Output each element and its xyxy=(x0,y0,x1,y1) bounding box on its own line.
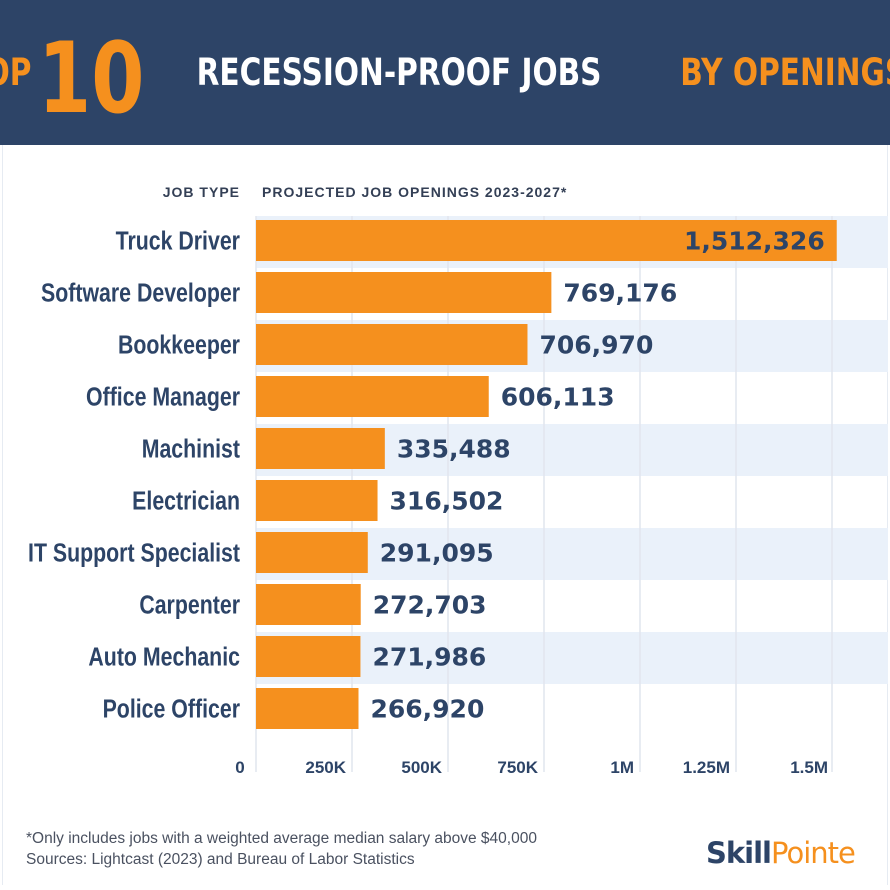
value-label: 266,920 xyxy=(370,695,484,724)
bars: Truck Driver 1,512,326 Software Developer 7… xyxy=(28,220,837,729)
category-label: Bookkeeper xyxy=(118,331,240,361)
x-axis-ticks: 0 250K 500K 750K 1M 1.25M 1.5M xyxy=(235,758,828,777)
value-header: PROJECTED JOB OPENINGS 2023-2027* xyxy=(262,184,567,200)
category-label: Office Manager xyxy=(86,383,240,413)
header-banner xyxy=(0,0,890,145)
value-label: 272,703 xyxy=(373,591,487,620)
category-header: JOB TYPE xyxy=(163,184,240,200)
bar xyxy=(256,324,528,365)
skillpointe-logo: SkillPointe xyxy=(706,836,856,870)
footnote-line-2: Sources: Lightcast (2023) and Bureau of … xyxy=(26,851,415,868)
bar xyxy=(256,428,385,469)
category-label: Police Officer xyxy=(103,695,240,725)
value-label: 335,488 xyxy=(397,435,511,464)
tick-label: 1.25M xyxy=(683,758,730,777)
title-number: 10 xyxy=(38,21,145,136)
category-label: Carpenter xyxy=(139,591,240,621)
tick-label: 1.5M xyxy=(790,758,828,777)
bar xyxy=(256,220,837,261)
row-band xyxy=(256,632,888,684)
bar xyxy=(256,376,489,417)
bar xyxy=(256,532,368,573)
title-part-main: RECESSION-PROOF JOBS xyxy=(196,51,602,94)
value-label: 316,502 xyxy=(390,487,504,516)
page-title: TOP 10 RECESSION-PROOF JOBS BY OPENINGS xyxy=(0,0,890,145)
value-label: 706,970 xyxy=(539,331,653,360)
bar xyxy=(256,584,361,625)
category-label: Auto Mechanic xyxy=(88,643,240,673)
logo-part-2: Pointe xyxy=(771,836,856,870)
tick-label: 0 xyxy=(235,758,244,777)
chart-frame xyxy=(2,145,888,885)
category-label: Truck Driver xyxy=(116,227,240,257)
bar xyxy=(256,636,361,677)
category-label: Electrician xyxy=(132,487,240,517)
bar xyxy=(256,272,552,313)
title-part-accent: BY OPENINGS xyxy=(680,51,890,94)
title-part-top: TOP xyxy=(0,51,32,94)
category-label: Software Developer xyxy=(41,279,240,309)
tick-label: 750K xyxy=(497,758,538,777)
bar-chart: JOB TYPE PROJECTED JOB OPENINGS 2023-202… xyxy=(28,184,888,777)
value-label: 291,095 xyxy=(380,539,494,568)
bar xyxy=(256,688,359,729)
logo-part-1: Skill xyxy=(706,836,772,870)
value-label: 1,512,326 xyxy=(684,227,825,256)
value-label: 769,176 xyxy=(563,279,677,308)
value-label: 606,113 xyxy=(501,383,615,412)
value-label: 271,986 xyxy=(372,643,486,672)
tick-label: 500K xyxy=(401,758,442,777)
footnote: *Only includes jobs with a weighted aver… xyxy=(26,828,537,870)
category-label: IT Support Specialist xyxy=(28,539,240,569)
footnote-line-1: *Only includes jobs with a weighted aver… xyxy=(26,830,537,847)
category-label: Machinist xyxy=(142,435,240,465)
tick-label: 250K xyxy=(305,758,346,777)
bar xyxy=(256,480,378,521)
tick-label: 1M xyxy=(610,758,634,777)
